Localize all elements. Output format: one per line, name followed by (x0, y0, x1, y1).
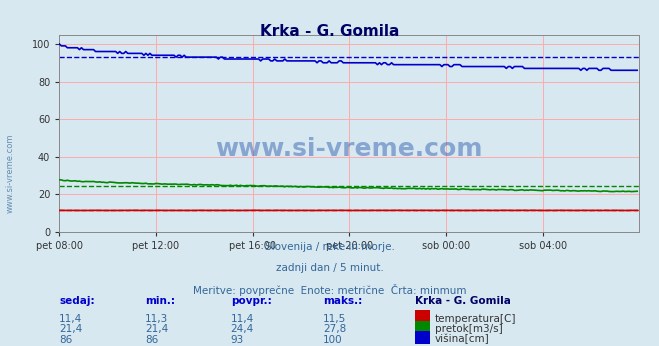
Text: 27,8: 27,8 (323, 324, 346, 334)
Text: 21,4: 21,4 (59, 324, 82, 334)
Text: pretok[m3/s]: pretok[m3/s] (435, 324, 503, 334)
Text: Slovenija / reke in morje.: Slovenija / reke in morje. (264, 242, 395, 252)
Text: 21,4: 21,4 (145, 324, 168, 334)
Text: višina[cm]: višina[cm] (435, 334, 490, 345)
Text: 24,4: 24,4 (231, 324, 254, 334)
Text: min.:: min.: (145, 297, 175, 307)
Text: maks.:: maks.: (323, 297, 362, 307)
Text: Krka - G. Gomila: Krka - G. Gomila (260, 24, 399, 39)
Text: Meritve: povprečne  Enote: metrične  Črta: minmum: Meritve: povprečne Enote: metrične Črta:… (192, 284, 467, 296)
Text: www.si-vreme.com: www.si-vreme.com (215, 137, 483, 161)
Text: 86: 86 (145, 335, 158, 345)
Text: Krka - G. Gomila: Krka - G. Gomila (415, 297, 511, 307)
Text: 11,3: 11,3 (145, 314, 168, 324)
Text: sedaj:: sedaj: (59, 297, 95, 307)
Text: povpr.:: povpr.: (231, 297, 272, 307)
Text: 86: 86 (59, 335, 72, 345)
Text: 11,4: 11,4 (59, 314, 82, 324)
Text: zadnji dan / 5 minut.: zadnji dan / 5 minut. (275, 263, 384, 273)
Text: 93: 93 (231, 335, 244, 345)
Text: 11,5: 11,5 (323, 314, 346, 324)
Text: temperatura[C]: temperatura[C] (435, 314, 517, 324)
Text: www.si-vreme.com: www.si-vreme.com (5, 133, 14, 213)
Text: 11,4: 11,4 (231, 314, 254, 324)
Text: 100: 100 (323, 335, 343, 345)
